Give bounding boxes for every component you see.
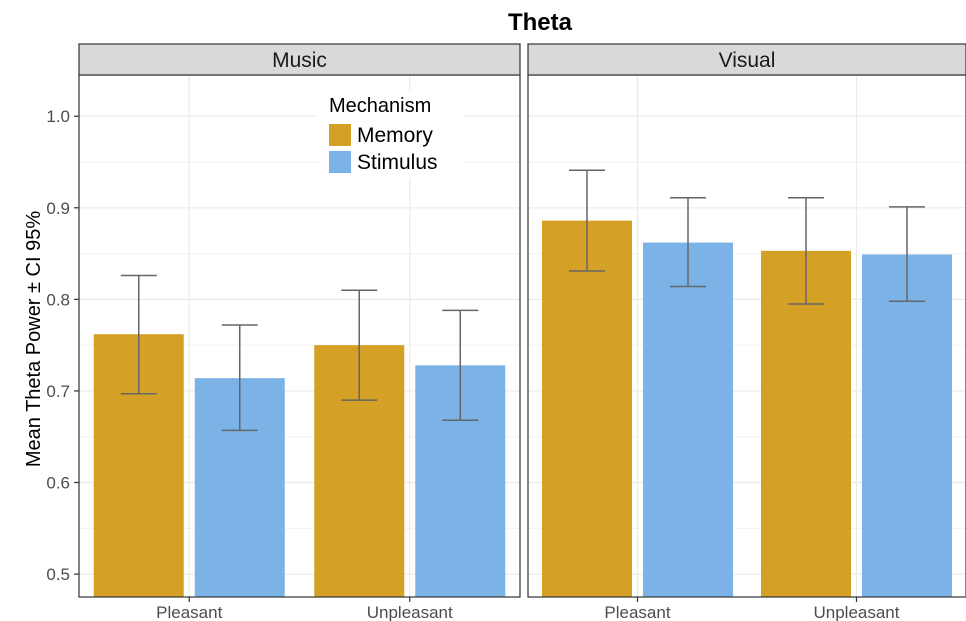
facet-strip	[527, 43, 966, 76]
error-bar	[442, 309, 479, 422]
y-tick-label: 0.7	[46, 382, 70, 401]
error-bar	[221, 324, 258, 432]
facet-strip-label: Music	[272, 49, 327, 72]
legend-swatch-memory	[329, 124, 351, 146]
legend-title: Mechanism	[329, 95, 431, 117]
legend-swatch-stimulus	[329, 151, 351, 173]
bar-memory-unpleasant	[761, 250, 851, 597]
y-tick-label: 0.9	[46, 199, 70, 218]
error-bar	[670, 196, 706, 288]
error-bar	[569, 169, 605, 272]
x-tick-label: Pleasant	[156, 603, 222, 621]
error-bar	[889, 206, 925, 302]
error-bar	[120, 274, 157, 395]
y-tick-label: 0.8	[46, 290, 70, 309]
bar-memory-pleasant	[542, 220, 632, 597]
bar-stimulus-pleasant	[643, 242, 733, 597]
x-tick-label: Unpleasant	[367, 603, 453, 621]
x-tick-label: Unpleasant	[813, 603, 899, 621]
x-tick-label: Pleasant	[604, 603, 670, 621]
error-bar	[341, 289, 378, 401]
y-tick-label: 0.5	[46, 565, 70, 584]
facet-panel-visual: Visual Pleasant Unpleasant	[527, 43, 966, 621]
error-bar	[788, 196, 824, 305]
legend: Mechanism Memory Stimulus	[318, 90, 464, 178]
facet-strip-label: Visual	[719, 49, 776, 72]
facet-strip	[78, 43, 521, 76]
bar-stimulus-unpleasant	[862, 254, 952, 597]
y-tick-label: 1.0	[46, 107, 70, 126]
chart-title: Theta	[508, 9, 573, 36]
y-tick-label: 0.6	[46, 474, 70, 493]
y-axis-label: Mean Theta Power ± CI 95%	[23, 211, 45, 468]
legend-label-memory: Memory	[357, 124, 433, 147]
legend-label-stimulus: Stimulus	[357, 151, 438, 174]
plot-area: Music Pleasant Unpleasant Visual Pleasant Unp…	[46, 43, 966, 621]
